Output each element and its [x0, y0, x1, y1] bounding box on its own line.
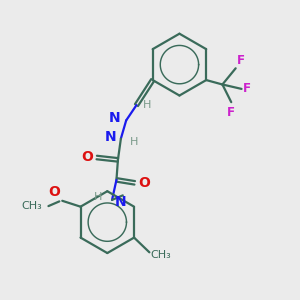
Text: N: N [109, 111, 121, 125]
Text: H: H [130, 137, 139, 147]
Text: H: H [143, 100, 151, 110]
Text: N: N [105, 130, 116, 144]
Text: O: O [81, 150, 93, 164]
Text: N: N [115, 195, 127, 209]
Text: CH₃: CH₃ [22, 201, 43, 211]
Text: O: O [138, 176, 150, 190]
Text: F: F [237, 54, 245, 67]
Text: CH₃: CH₃ [151, 250, 172, 260]
Text: O: O [48, 185, 60, 199]
Text: F: F [227, 106, 235, 119]
Text: H: H [94, 192, 103, 202]
Text: F: F [243, 82, 251, 95]
